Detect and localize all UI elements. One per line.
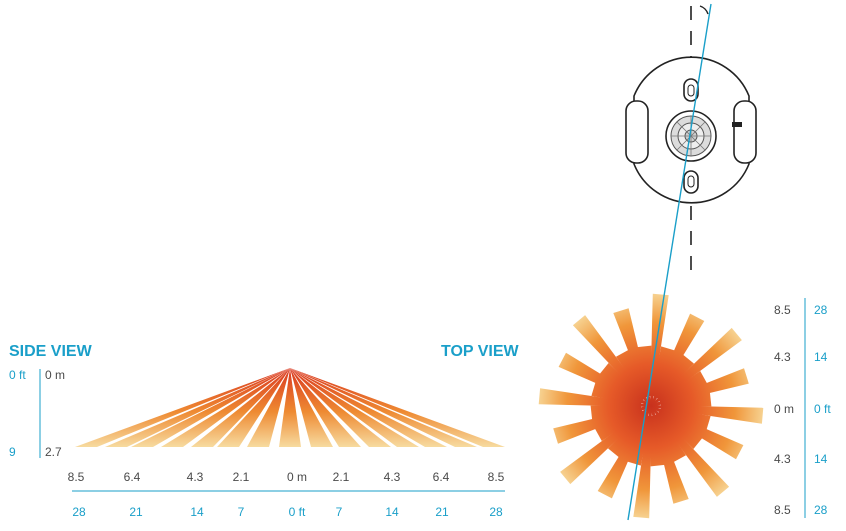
side-view-detection-fan [75,368,505,447]
detection-beam [217,368,290,447]
detection-zone [650,368,749,407]
detection-beam [290,368,447,447]
side-height-m-bottom: 2.7 [45,445,62,459]
top-view-title: TOP VIEW [441,343,519,360]
detection-zone [650,405,689,504]
side-feet-label: 7 [335,505,343,519]
side-feet-label: 0 ft [288,505,306,519]
side-feet-label: 28 [72,505,86,519]
side-meter-label: 4.3 [383,470,401,484]
detection-zone [650,405,730,497]
detection-beam [290,368,419,447]
detection-zone [654,413,686,462]
detection-zone [650,405,744,460]
side-meter-label: 8.5 [67,470,85,484]
side-height-m-top: 0 m [45,368,66,382]
detection-zone [627,415,651,466]
top-feet-label: 28 [814,503,828,517]
detection-zone [558,352,652,407]
detection-zone [595,409,644,441]
detection-zone [650,327,742,407]
detection-zone [608,412,647,458]
top-feet-label: 14 [814,452,828,466]
top-feet-label: 0 ft [814,402,831,416]
detection-beam [247,368,290,447]
top-meter-label: 0 m [774,402,795,416]
side-feet-label: 7 [237,505,245,519]
detection-zone [658,371,707,403]
detection-beam [161,368,290,447]
detection-zone [560,405,652,485]
detection-beam [290,368,361,447]
sensor-device-icon [625,5,757,270]
detection-zone [613,308,652,407]
detection-beam [75,368,290,447]
detection-zone [650,293,669,407]
detection-zone [650,313,705,407]
detection-beam [290,368,505,447]
top-feet-label: 28 [814,303,828,317]
detection-zone [660,406,711,430]
detection-zone [599,363,645,402]
side-meter-label: 6.4 [432,470,450,484]
top-meter-label: 4.3 [774,350,791,364]
detection-zone [655,354,694,400]
top-view-detection-pattern [538,293,764,519]
top-meter-label: 4.3 [774,452,791,466]
detection-zone [633,405,652,519]
detection-beam [279,368,301,447]
side-feet-label: 21 [129,505,143,519]
detection-beam [290,368,333,447]
detection-zone [650,415,665,467]
detection-beam [290,368,477,447]
detection-zone [572,315,652,407]
side-meter-label: 6.4 [123,470,141,484]
detection-zone [591,382,642,406]
detection-zone [657,410,703,449]
side-meter-label: 2.1 [232,470,250,484]
detection-beam [131,368,290,447]
detection-zone [660,392,712,407]
detection-zone [553,405,652,444]
side-meter-label: 4.3 [186,470,204,484]
detection-zone [616,350,648,399]
side-meter-label: 2.1 [332,470,350,484]
side-feet-label: 14 [385,505,399,519]
side-view-title: SIDE VIEW [9,343,92,360]
detection-beam [191,368,290,447]
top-meter-label: 8.5 [774,503,791,517]
side-meter-label: 0 m [286,470,308,484]
detection-zone [597,405,652,499]
detection-beam [290,368,391,447]
side-height-ft-bottom: 9 [9,445,16,459]
detection-zone [637,345,652,397]
side-feet-label: 28 [489,505,503,519]
detection-zone [650,405,764,424]
detection-zone [538,388,652,407]
detection-zone [651,346,675,397]
side-feet-label: 14 [190,505,204,519]
side-feet-label: 21 [435,505,449,519]
orientation-line [627,3,712,521]
top-feet-label: 14 [814,350,828,364]
side-height-ft-top: 0 ft [9,368,26,382]
side-meter-label: 8.5 [487,470,505,484]
top-meter-label: 8.5 [774,303,791,317]
detection-beam [105,368,290,447]
detection-zone [590,405,642,420]
